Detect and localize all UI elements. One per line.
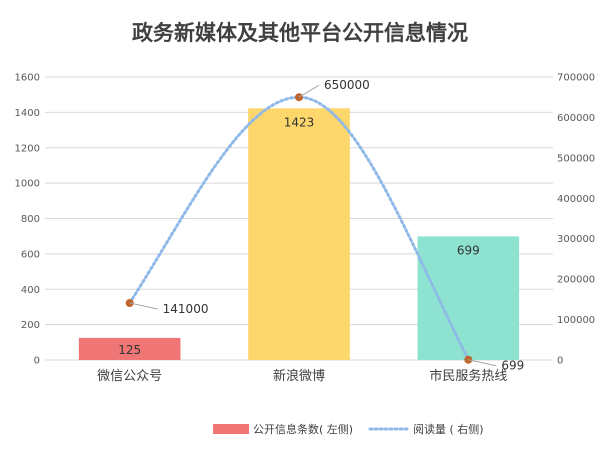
left-tick-label-6: 1200 — [15, 143, 40, 154]
right-tick-label-0: 0 — [557, 356, 563, 367]
category-label-0: 微信公众号 — [97, 369, 162, 384]
left-tick-label-5: 1000 — [15, 179, 40, 190]
right-tick-label-1: 100000 — [557, 315, 595, 326]
legend-bar-swatch — [213, 424, 249, 434]
category-labels: 微信公众号 新浪微博 市民服务热线 — [97, 368, 507, 384]
chart-title: 政务新媒体及其他平台公开信息情况 — [132, 21, 468, 45]
bar-value-label-0: 125 — [118, 343, 141, 357]
line-label-leader-2 — [468, 359, 497, 367]
right-axis-ticks: 0 100000 200000 300000 400000 500000 600000 700… — [557, 73, 595, 367]
right-tick-label-4: 400000 — [557, 194, 595, 205]
line-value-label-2: 699 — [501, 359, 524, 373]
bar-1 — [248, 108, 350, 360]
legend-bar-label: 公开信息条数( 左侧) — [253, 422, 353, 436]
line-label-leader-0 — [129, 302, 158, 310]
bar-0 — [78, 337, 181, 360]
left-tick-label-3: 600 — [21, 249, 40, 260]
left-tick-label-7: 1400 — [15, 108, 40, 119]
right-tick-label-5: 500000 — [557, 153, 595, 164]
legend-line-label: 阅读量 ( 右侧) — [413, 422, 484, 436]
right-tick-label-7: 700000 — [557, 73, 595, 84]
left-tick-label-8: 1600 — [15, 73, 40, 84]
left-tick-label-2: 400 — [21, 285, 40, 296]
right-tick-label-3: 300000 — [557, 234, 595, 245]
bar-series — [78, 108, 520, 360]
category-label-1: 新浪微博 — [273, 368, 325, 384]
left-axis-ticks: 0 200 400 600 800 1000 1200 1400 1600 — [15, 73, 40, 367]
legend: 公开信息条数( 左侧) 阅读量 ( 右侧) — [213, 422, 484, 436]
right-tick-label-6: 600000 — [557, 113, 595, 124]
left-tick-label-1: 200 — [21, 320, 40, 331]
bar-value-label-1: 1423 — [284, 115, 315, 129]
right-tick-label-2: 200000 — [557, 275, 595, 286]
bar-value-labels: 125 1423 699 — [118, 115, 480, 357]
line-markers: 141000 650000 699 — [125, 78, 524, 373]
category-label-2: 市民服务热线 — [429, 368, 507, 384]
line-value-label-1: 650000 — [324, 78, 370, 92]
line-value-label-0: 141000 — [163, 302, 209, 316]
left-tick-label-4: 800 — [21, 214, 40, 225]
line-label-leader-1 — [298, 84, 320, 98]
left-tick-label-0: 0 — [34, 356, 40, 367]
bar-2 — [417, 236, 520, 360]
bar-value-label-2: 699 — [457, 243, 480, 257]
